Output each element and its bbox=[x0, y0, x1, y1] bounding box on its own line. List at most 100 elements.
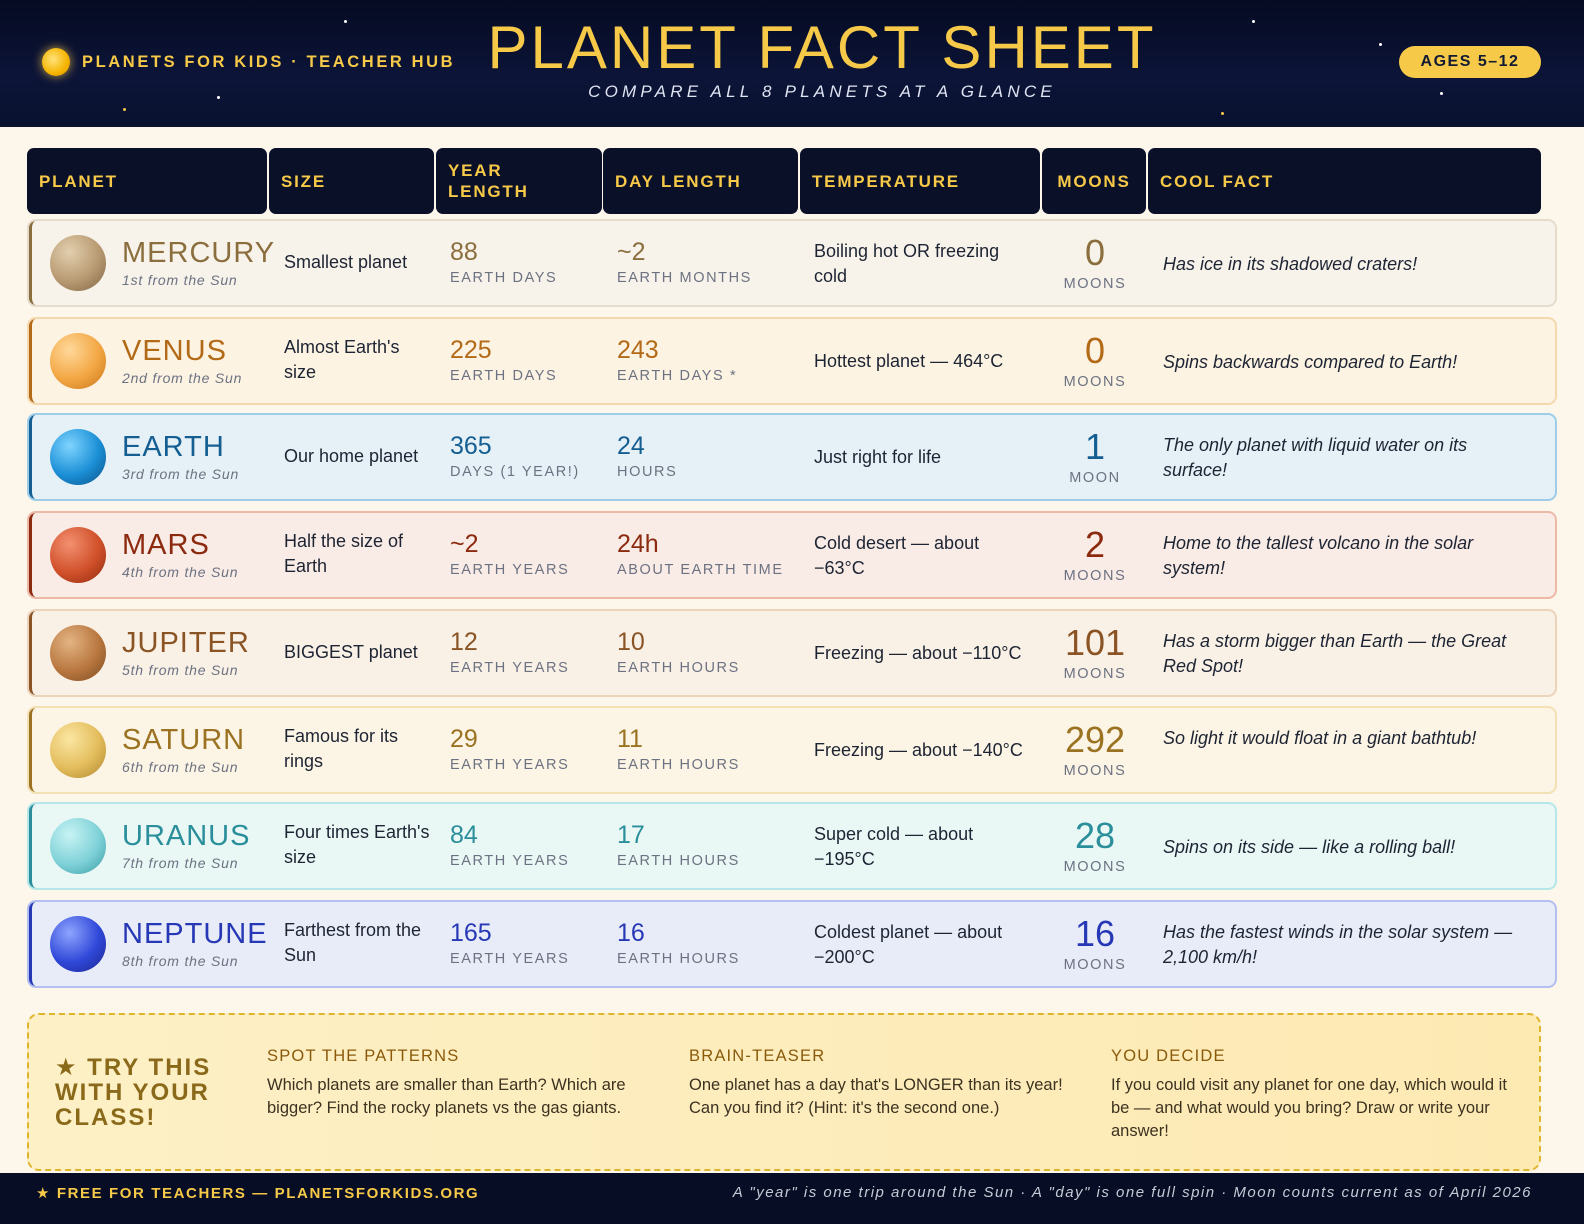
activity-item-title: SPOT THE PATTERNS bbox=[267, 1047, 460, 1065]
planet-cell: MARS 4th from the Sun bbox=[29, 513, 271, 597]
planet-name: SATURN bbox=[122, 724, 246, 756]
planet-order: 5th from the Sun bbox=[122, 662, 239, 678]
moon-unit: MOONS bbox=[1063, 957, 1127, 973]
temperature: Coldest planet — about −200°C bbox=[814, 922, 1003, 967]
table-row: NEPTUNE 8th from the Sun Farthest from t… bbox=[27, 900, 1557, 988]
day-length-unit: EARTH DAYS * bbox=[617, 368, 738, 384]
activity-item: YOU DECIDE If you could visit any planet… bbox=[1111, 1047, 1521, 1143]
planet-cell: JUPITER 5th from the Sun bbox=[29, 611, 271, 695]
planet-order: 7th from the Sun bbox=[122, 855, 239, 871]
year-length-value: 165 bbox=[450, 919, 492, 947]
year-length-value: 88 bbox=[450, 238, 478, 266]
day-length-unit: ABOUT EARTH TIME bbox=[617, 562, 784, 578]
planet-name: URANUS bbox=[122, 820, 251, 852]
day-length-unit: EARTH MONTHS bbox=[617, 270, 752, 286]
moon-count: 292 bbox=[1064, 719, 1126, 760]
day-length-unit: EARTH HOURS bbox=[617, 951, 740, 967]
column-header-year-length: YEAR LENGTH bbox=[436, 148, 602, 214]
year-length-value: ~2 bbox=[450, 530, 479, 558]
year-length-value: 225 bbox=[450, 336, 492, 364]
column-header-temperature: TEMPERATURE bbox=[800, 148, 1040, 214]
planet-order: 4th from the Sun bbox=[122, 564, 239, 580]
planet-size: Famous for its rings bbox=[284, 726, 399, 771]
year-length-value: 84 bbox=[450, 821, 478, 849]
planet-cell: MERCURY 1st from the Sun bbox=[29, 221, 274, 305]
moon-count: 16 bbox=[1074, 913, 1116, 954]
moon-unit: MOONS bbox=[1063, 568, 1127, 584]
star-decoration bbox=[123, 108, 126, 111]
planet-cell: EARTH 3rd from the Sun bbox=[29, 415, 271, 499]
year-length-unit: EARTH DAYS bbox=[450, 368, 558, 384]
planet-size: Smallest planet bbox=[284, 252, 408, 272]
planet-cell: SATURN 6th from the Sun bbox=[29, 708, 271, 792]
cool-fact: Spins backwards compared to Earth! bbox=[1163, 352, 1458, 372]
year-length-value: 12 bbox=[450, 628, 478, 656]
temperature: Cold desert — about −63°C bbox=[814, 533, 980, 578]
activity-item-title: BRAIN-TEASER bbox=[689, 1047, 826, 1065]
day-length-value: 17 bbox=[617, 821, 645, 849]
temperature: Boiling hot OR freezing cold bbox=[814, 241, 1000, 286]
moon-unit: MOONS bbox=[1063, 276, 1127, 292]
star-decoration bbox=[1221, 112, 1224, 115]
planet-icon bbox=[50, 818, 106, 874]
planet-name: EARTH bbox=[122, 431, 225, 463]
planet-icon bbox=[50, 916, 106, 972]
header-banner: PLANETS FOR KIDS · TEACHER HUB PLANET FA… bbox=[0, 0, 1584, 127]
day-length-value: 10 bbox=[617, 628, 645, 656]
table-row: SATURN 6th from the Sun Famous for its r… bbox=[27, 706, 1557, 794]
activity-item: BRAIN-TEASER One planet has a day that's… bbox=[689, 1047, 1084, 1120]
planet-name: JUPITER bbox=[122, 627, 250, 659]
planet-icon bbox=[50, 333, 106, 389]
moon-unit: MOON bbox=[1069, 470, 1121, 486]
footer: ★ FREE FOR TEACHERS — PLANETSFORKIDS.ORG… bbox=[0, 1173, 1584, 1224]
footer-note: A "year" is one trip around the Sun · A … bbox=[732, 1184, 1532, 1201]
cool-fact: The only planet with liquid water on its… bbox=[1163, 435, 1468, 480]
planet-icon bbox=[50, 429, 106, 485]
temperature: Hottest planet — 464°C bbox=[814, 351, 1004, 371]
activity-box: ★ TRY THIS WITH YOUR CLASS! SPOT THE PAT… bbox=[27, 1013, 1541, 1171]
activity-item-title: YOU DECIDE bbox=[1111, 1047, 1226, 1065]
star-decoration bbox=[1379, 43, 1382, 46]
planet-name: VENUS bbox=[122, 335, 227, 367]
planet-order: 1st from the Sun bbox=[122, 272, 238, 288]
temperature: Freezing — about −140°C bbox=[814, 740, 1023, 760]
activity-item-body: One planet has a day that's LONGER than … bbox=[689, 1076, 1063, 1117]
day-length-unit: EARTH HOURS bbox=[617, 660, 740, 676]
moon-count: 0 bbox=[1084, 232, 1106, 273]
day-length-unit: HOURS bbox=[617, 464, 678, 480]
column-header-moons: MOONS bbox=[1042, 148, 1146, 214]
planet-name: MARS bbox=[122, 529, 210, 561]
moon-count: 28 bbox=[1074, 815, 1116, 856]
cool-fact: Home to the tallest volcano in the solar… bbox=[1163, 533, 1474, 578]
ages-badge: AGES 5–12 bbox=[1399, 46, 1541, 78]
star-decoration bbox=[1440, 92, 1443, 95]
moon-count: 2 bbox=[1084, 524, 1106, 565]
moon-count: 101 bbox=[1064, 622, 1126, 663]
brand-name: PLANETS FOR KIDS · TEACHER HUB bbox=[82, 52, 456, 71]
activity-heading: ★ TRY THIS WITH YOUR CLASS! bbox=[55, 1054, 212, 1131]
temperature: Freezing — about −110°C bbox=[814, 643, 1022, 663]
planet-cell: URANUS 7th from the Sun bbox=[29, 804, 271, 888]
planet-size: Farthest from the Sun bbox=[284, 920, 422, 965]
column-header-size: SIZE bbox=[269, 148, 434, 214]
star-decoration bbox=[217, 96, 220, 99]
table-row: URANUS 7th from the Sun Four times Earth… bbox=[27, 802, 1557, 890]
page-subtitle: COMPARE ALL 8 PLANETS AT A GLANCE bbox=[588, 82, 1056, 101]
planet-order: 2nd from the Sun bbox=[122, 370, 243, 386]
cool-fact: Has ice in its shadowed craters! bbox=[1163, 254, 1418, 274]
star-decoration bbox=[1252, 20, 1255, 23]
year-length-unit: EARTH YEARS bbox=[450, 562, 570, 578]
cool-fact: Has a storm bigger than Earth — the Grea… bbox=[1163, 631, 1507, 676]
column-header-day-length: DAY LENGTH bbox=[603, 148, 798, 214]
day-length-value: 11 bbox=[617, 725, 643, 753]
footer-site-link[interactable]: ★ FREE FOR TEACHERS — PLANETSFORKIDS.ORG bbox=[36, 1185, 480, 1202]
moon-unit: MOONS bbox=[1063, 666, 1127, 682]
planet-name: NEPTUNE bbox=[122, 918, 268, 950]
page-title: PLANET FACT SHEET bbox=[487, 14, 1157, 81]
cool-fact: Spins on its side — like a rolling ball! bbox=[1163, 837, 1456, 857]
planet-cell: NEPTUNE 8th from the Sun bbox=[29, 902, 271, 986]
moon-unit: MOONS bbox=[1063, 859, 1127, 875]
column-header-cool-fact: COOL FACT bbox=[1148, 148, 1541, 214]
planet-name: MERCURY bbox=[122, 237, 276, 269]
planet-icon bbox=[50, 235, 106, 291]
